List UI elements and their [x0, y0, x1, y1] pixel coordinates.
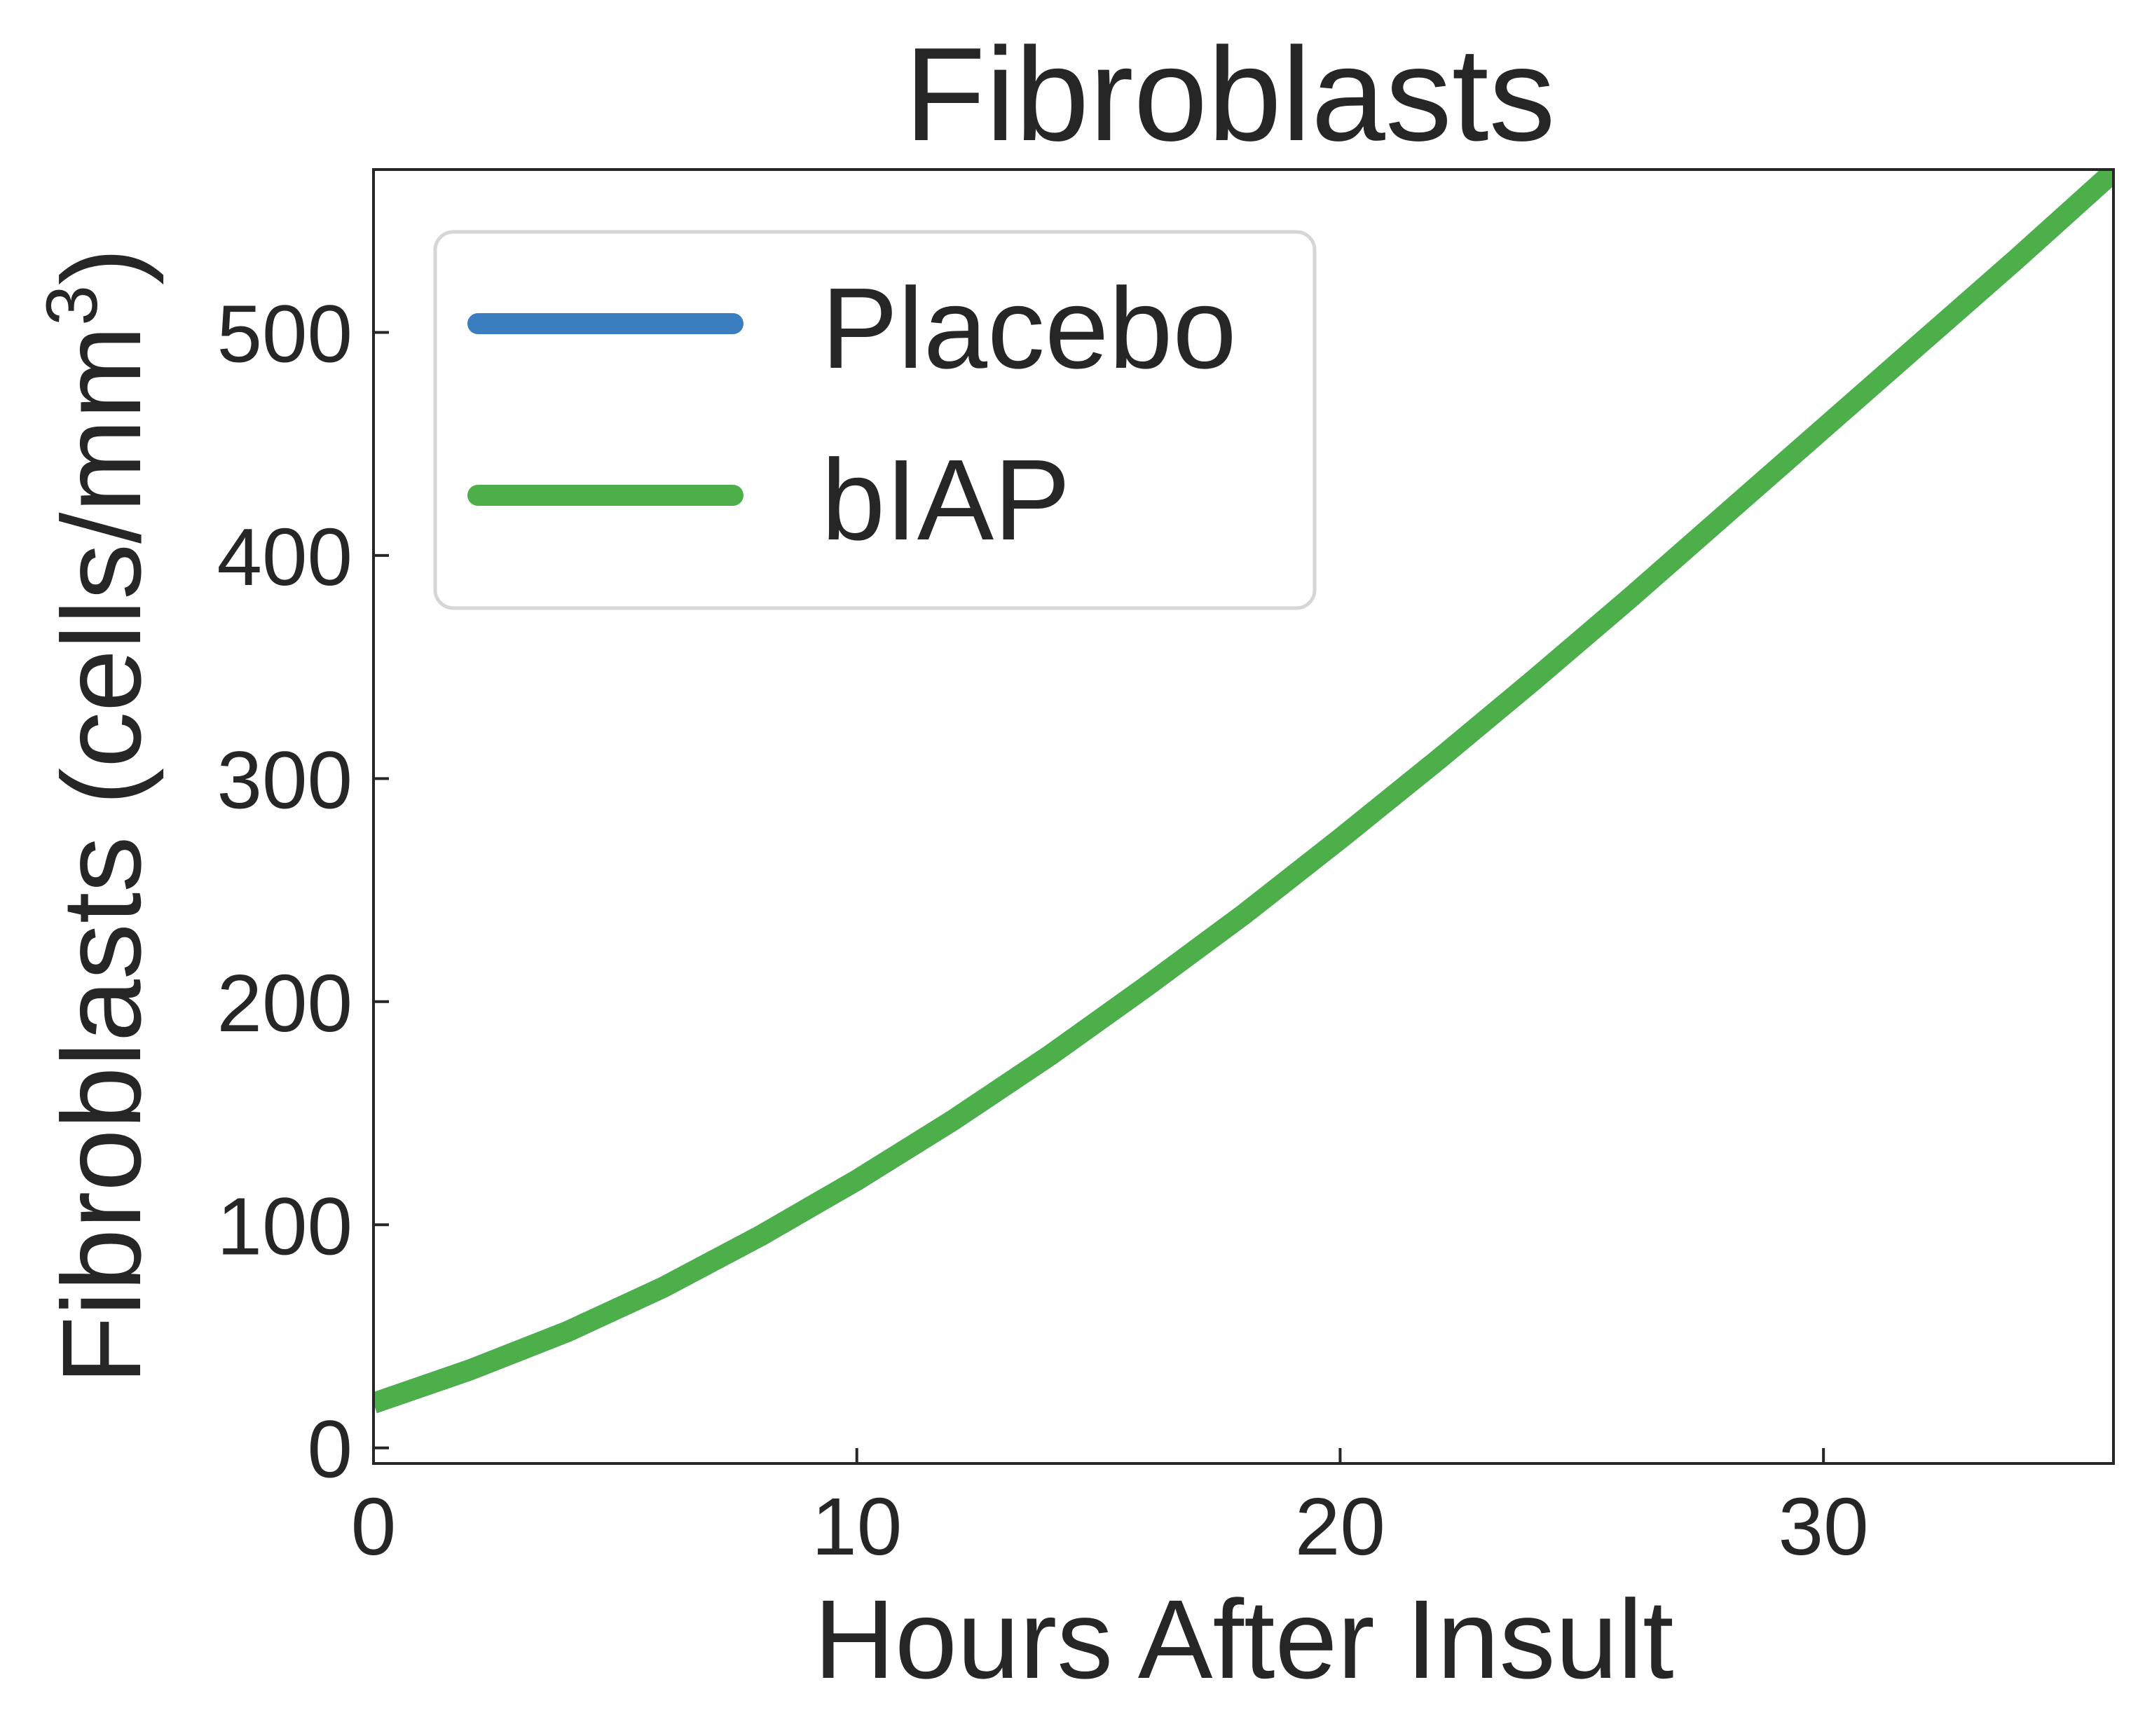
plot-frame	[372, 168, 2115, 1465]
y-tick-label: 500	[217, 288, 352, 379]
plot-area	[374, 170, 2113, 1414]
legend-label-placebo: Placebo	[821, 264, 1237, 392]
x-tick-label: 20	[1295, 1481, 1385, 1572]
y-axis-label-close: )	[39, 248, 164, 285]
x-axis-ticks: 0 10 20 30	[351, 1448, 1869, 1572]
chart-title: Fibroblasts	[904, 20, 1555, 169]
x-tick-label: 10	[811, 1481, 902, 1572]
y-tick-label: 100	[217, 1180, 352, 1272]
x-axis-label: Hours After Insult	[814, 1576, 1673, 1702]
x-tick-label: 30	[1779, 1481, 1869, 1572]
x-tick-label: 0	[351, 1481, 397, 1572]
y-tick-label: 400	[217, 511, 352, 602]
y-axis-label-superscript: 3	[32, 285, 113, 326]
legend-label-biap: bIAP	[821, 436, 1071, 564]
y-tick-label: 0	[307, 1404, 352, 1495]
series-layer	[374, 170, 2113, 1414]
y-axis-label-main: Fibroblasts (cells/mm	[39, 326, 164, 1384]
y-tick-label: 300	[217, 734, 352, 825]
series-line-biap	[374, 170, 2113, 1414]
legend: Placebo bIAP	[433, 230, 1317, 610]
y-axis-label: Fibroblasts (cells/mm3)	[32, 248, 164, 1384]
y-tick-label: 200	[217, 958, 352, 1049]
y-axis-ticks: 0 100 200 300 400 500	[217, 288, 389, 1495]
